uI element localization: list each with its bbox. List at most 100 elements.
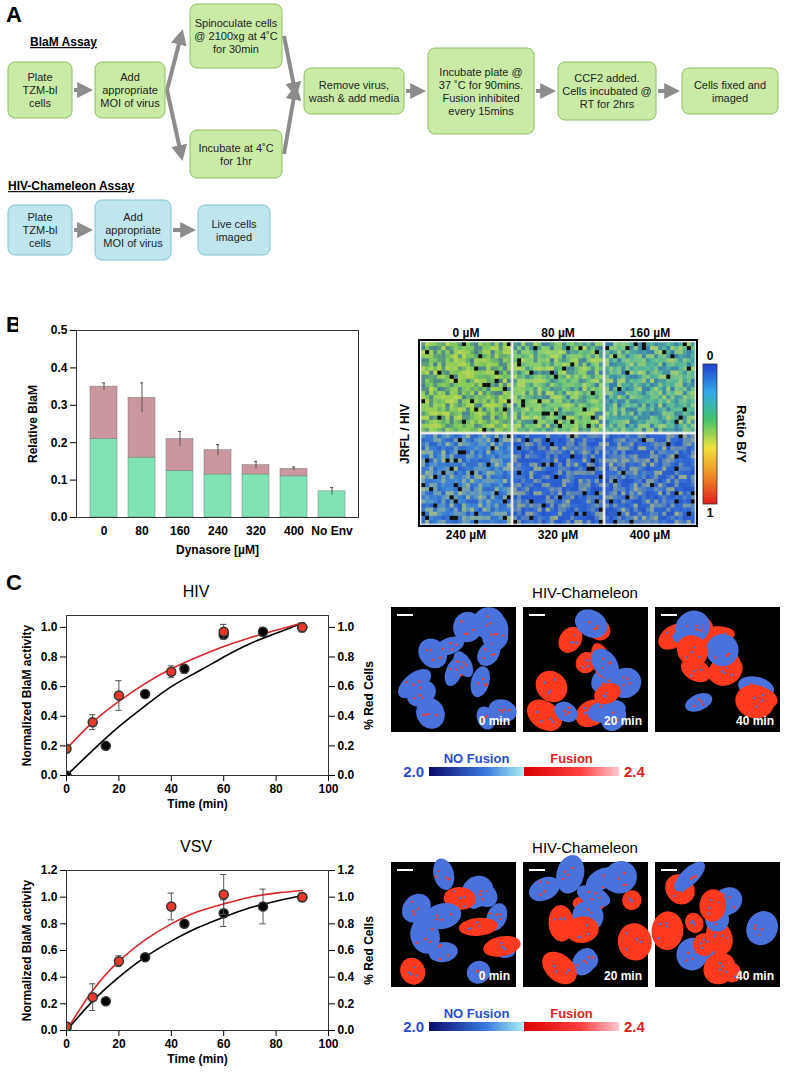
svg-text:37 ˚C for 90mins.: 37 ˚C for 90mins. (439, 79, 523, 91)
svg-text:80 µM: 80 µM (541, 326, 575, 340)
svg-text:for 30min: for 30min (213, 43, 259, 55)
svg-text:HIV-Chameleon Assay: HIV-Chameleon Assay (8, 179, 135, 193)
svg-text:Relative BlaM: Relative BlaM (26, 385, 40, 463)
svg-text:NO Fusion: NO Fusion (444, 1006, 510, 1021)
svg-text:BlaM Assay: BlaM Assay (30, 35, 97, 49)
svg-text:320 µM: 320 µM (538, 528, 578, 542)
svg-text:Time (min): Time (min) (167, 1052, 227, 1066)
svg-text:20: 20 (112, 1037, 126, 1051)
svg-text:0.8: 0.8 (338, 650, 355, 664)
svg-text:Cells incubated @: Cells incubated @ (562, 85, 651, 97)
svg-text:0.8: 0.8 (338, 917, 355, 931)
svg-text:0.2: 0.2 (338, 997, 355, 1011)
svg-text:0: 0 (63, 1037, 70, 1051)
svg-text:0.6: 0.6 (338, 679, 355, 693)
svg-text:Fusion: Fusion (550, 1006, 593, 1021)
svg-text:40 min: 40 min (736, 969, 774, 983)
svg-text:20: 20 (112, 782, 126, 796)
svg-text:80: 80 (269, 1037, 283, 1051)
svg-text:1.0: 1.0 (338, 620, 355, 634)
svg-text:No Env: No Env (311, 524, 353, 538)
svg-text:0.6: 0.6 (338, 943, 355, 957)
svg-text:MOI of virus: MOI of virus (100, 97, 160, 109)
svg-text:Cells fixed and: Cells fixed and (694, 79, 766, 91)
svg-text:HIV-Chameleon: HIV-Chameleon (532, 839, 638, 856)
svg-text:2.0: 2.0 (403, 1018, 424, 1035)
svg-text:TZM-bl: TZM-bl (23, 224, 58, 236)
svg-text:% Red Cells: % Red Cells (362, 661, 376, 730)
svg-text:2.4: 2.4 (624, 1018, 646, 1035)
svg-text:0.4: 0.4 (338, 970, 355, 984)
svg-text:HIV-Chameleon: HIV-Chameleon (532, 584, 638, 601)
svg-text:20 min: 20 min (604, 969, 642, 983)
svg-text:Add: Add (120, 71, 140, 83)
svg-text:100: 100 (318, 782, 338, 796)
svg-text:2.0: 2.0 (403, 763, 424, 780)
svg-text:Plate: Plate (27, 71, 52, 83)
svg-text:% Red Cells: % Red Cells (362, 916, 376, 985)
svg-text:1.0: 1.0 (41, 890, 58, 904)
svg-text:1: 1 (707, 506, 714, 520)
svg-text:imaged: imaged (216, 231, 252, 243)
svg-text:40: 40 (165, 782, 179, 796)
svg-text:for 1hr: for 1hr (220, 155, 252, 167)
svg-text:0 µM: 0 µM (453, 326, 480, 340)
svg-text:0: 0 (101, 524, 108, 538)
svg-text:400 µM: 400 µM (630, 528, 670, 542)
svg-text:0.2: 0.2 (338, 739, 355, 753)
svg-text:Incubate at 4˚C: Incubate at 4˚C (198, 142, 273, 154)
svg-text:Fusion inhibited: Fusion inhibited (442, 92, 519, 104)
svg-text:cells: cells (29, 237, 52, 249)
svg-text:160: 160 (170, 524, 190, 538)
svg-text:0.0: 0.0 (41, 1023, 58, 1037)
svg-text:appropriate: appropriate (102, 84, 158, 96)
svg-text:imaged: imaged (712, 92, 748, 104)
svg-text:Dynasore [µM]: Dynasore [µM] (176, 543, 259, 557)
svg-text:Normalized BlaM activity: Normalized BlaM activity (20, 879, 34, 1021)
svg-text:0.6: 0.6 (41, 943, 58, 957)
svg-text:0.8: 0.8 (41, 650, 58, 664)
svg-text:0.4: 0.4 (338, 709, 355, 723)
svg-text:cells: cells (29, 97, 52, 109)
svg-text:0.0: 0.0 (41, 768, 58, 782)
svg-text:2.4: 2.4 (624, 763, 646, 780)
svg-text:0 min: 0 min (479, 969, 510, 983)
svg-text:Live cells: Live cells (211, 218, 257, 230)
svg-text:0.6: 0.6 (41, 679, 58, 693)
svg-text:0.0: 0.0 (51, 510, 68, 524)
svg-text:1.0: 1.0 (338, 890, 355, 904)
svg-text:320: 320 (246, 524, 266, 538)
svg-text:0: 0 (63, 782, 70, 796)
svg-text:0 min: 0 min (479, 714, 510, 728)
svg-text:0.5: 0.5 (51, 323, 68, 337)
svg-text:400: 400 (284, 524, 304, 538)
svg-text:0.2: 0.2 (41, 739, 58, 753)
svg-text:0.4: 0.4 (41, 709, 58, 723)
svg-text:CCF2 added.: CCF2 added. (574, 72, 639, 84)
svg-text:Incubate plate @: Incubate plate @ (439, 66, 522, 78)
svg-text:Add: Add (123, 211, 143, 223)
svg-text:Remove virus,: Remove virus, (319, 79, 389, 91)
svg-text:RT for 2hrs: RT for 2hrs (580, 98, 635, 110)
svg-text:0.4: 0.4 (51, 361, 68, 375)
svg-text:240: 240 (208, 524, 228, 538)
svg-text:0.3: 0.3 (51, 398, 68, 412)
svg-text:Time (min): Time (min) (167, 797, 227, 811)
svg-text:1.2: 1.2 (41, 863, 58, 877)
svg-text:@ 2100xg at 4˚C: @ 2100xg at 4˚C (194, 30, 277, 42)
svg-text:0.4: 0.4 (41, 970, 58, 984)
svg-text:80: 80 (135, 524, 149, 538)
svg-text:Normalized BlaM activity: Normalized BlaM activity (20, 624, 34, 766)
svg-text:every 15mins: every 15mins (448, 105, 514, 117)
svg-text:Ratio B/Y: Ratio B/Y (734, 405, 749, 463)
svg-text:40 min: 40 min (736, 714, 774, 728)
svg-text:160 µM: 160 µM (630, 326, 670, 340)
svg-text:TZM-bl: TZM-bl (23, 84, 58, 96)
svg-text:0.2: 0.2 (51, 436, 68, 450)
svg-text:1.2: 1.2 (338, 863, 355, 877)
svg-text:Spinoculate cells: Spinoculate cells (195, 17, 278, 29)
svg-text:20 min: 20 min (604, 714, 642, 728)
svg-text:0.0: 0.0 (338, 768, 355, 782)
svg-text:240 µM: 240 µM (446, 528, 486, 542)
svg-text:60: 60 (217, 1037, 231, 1051)
